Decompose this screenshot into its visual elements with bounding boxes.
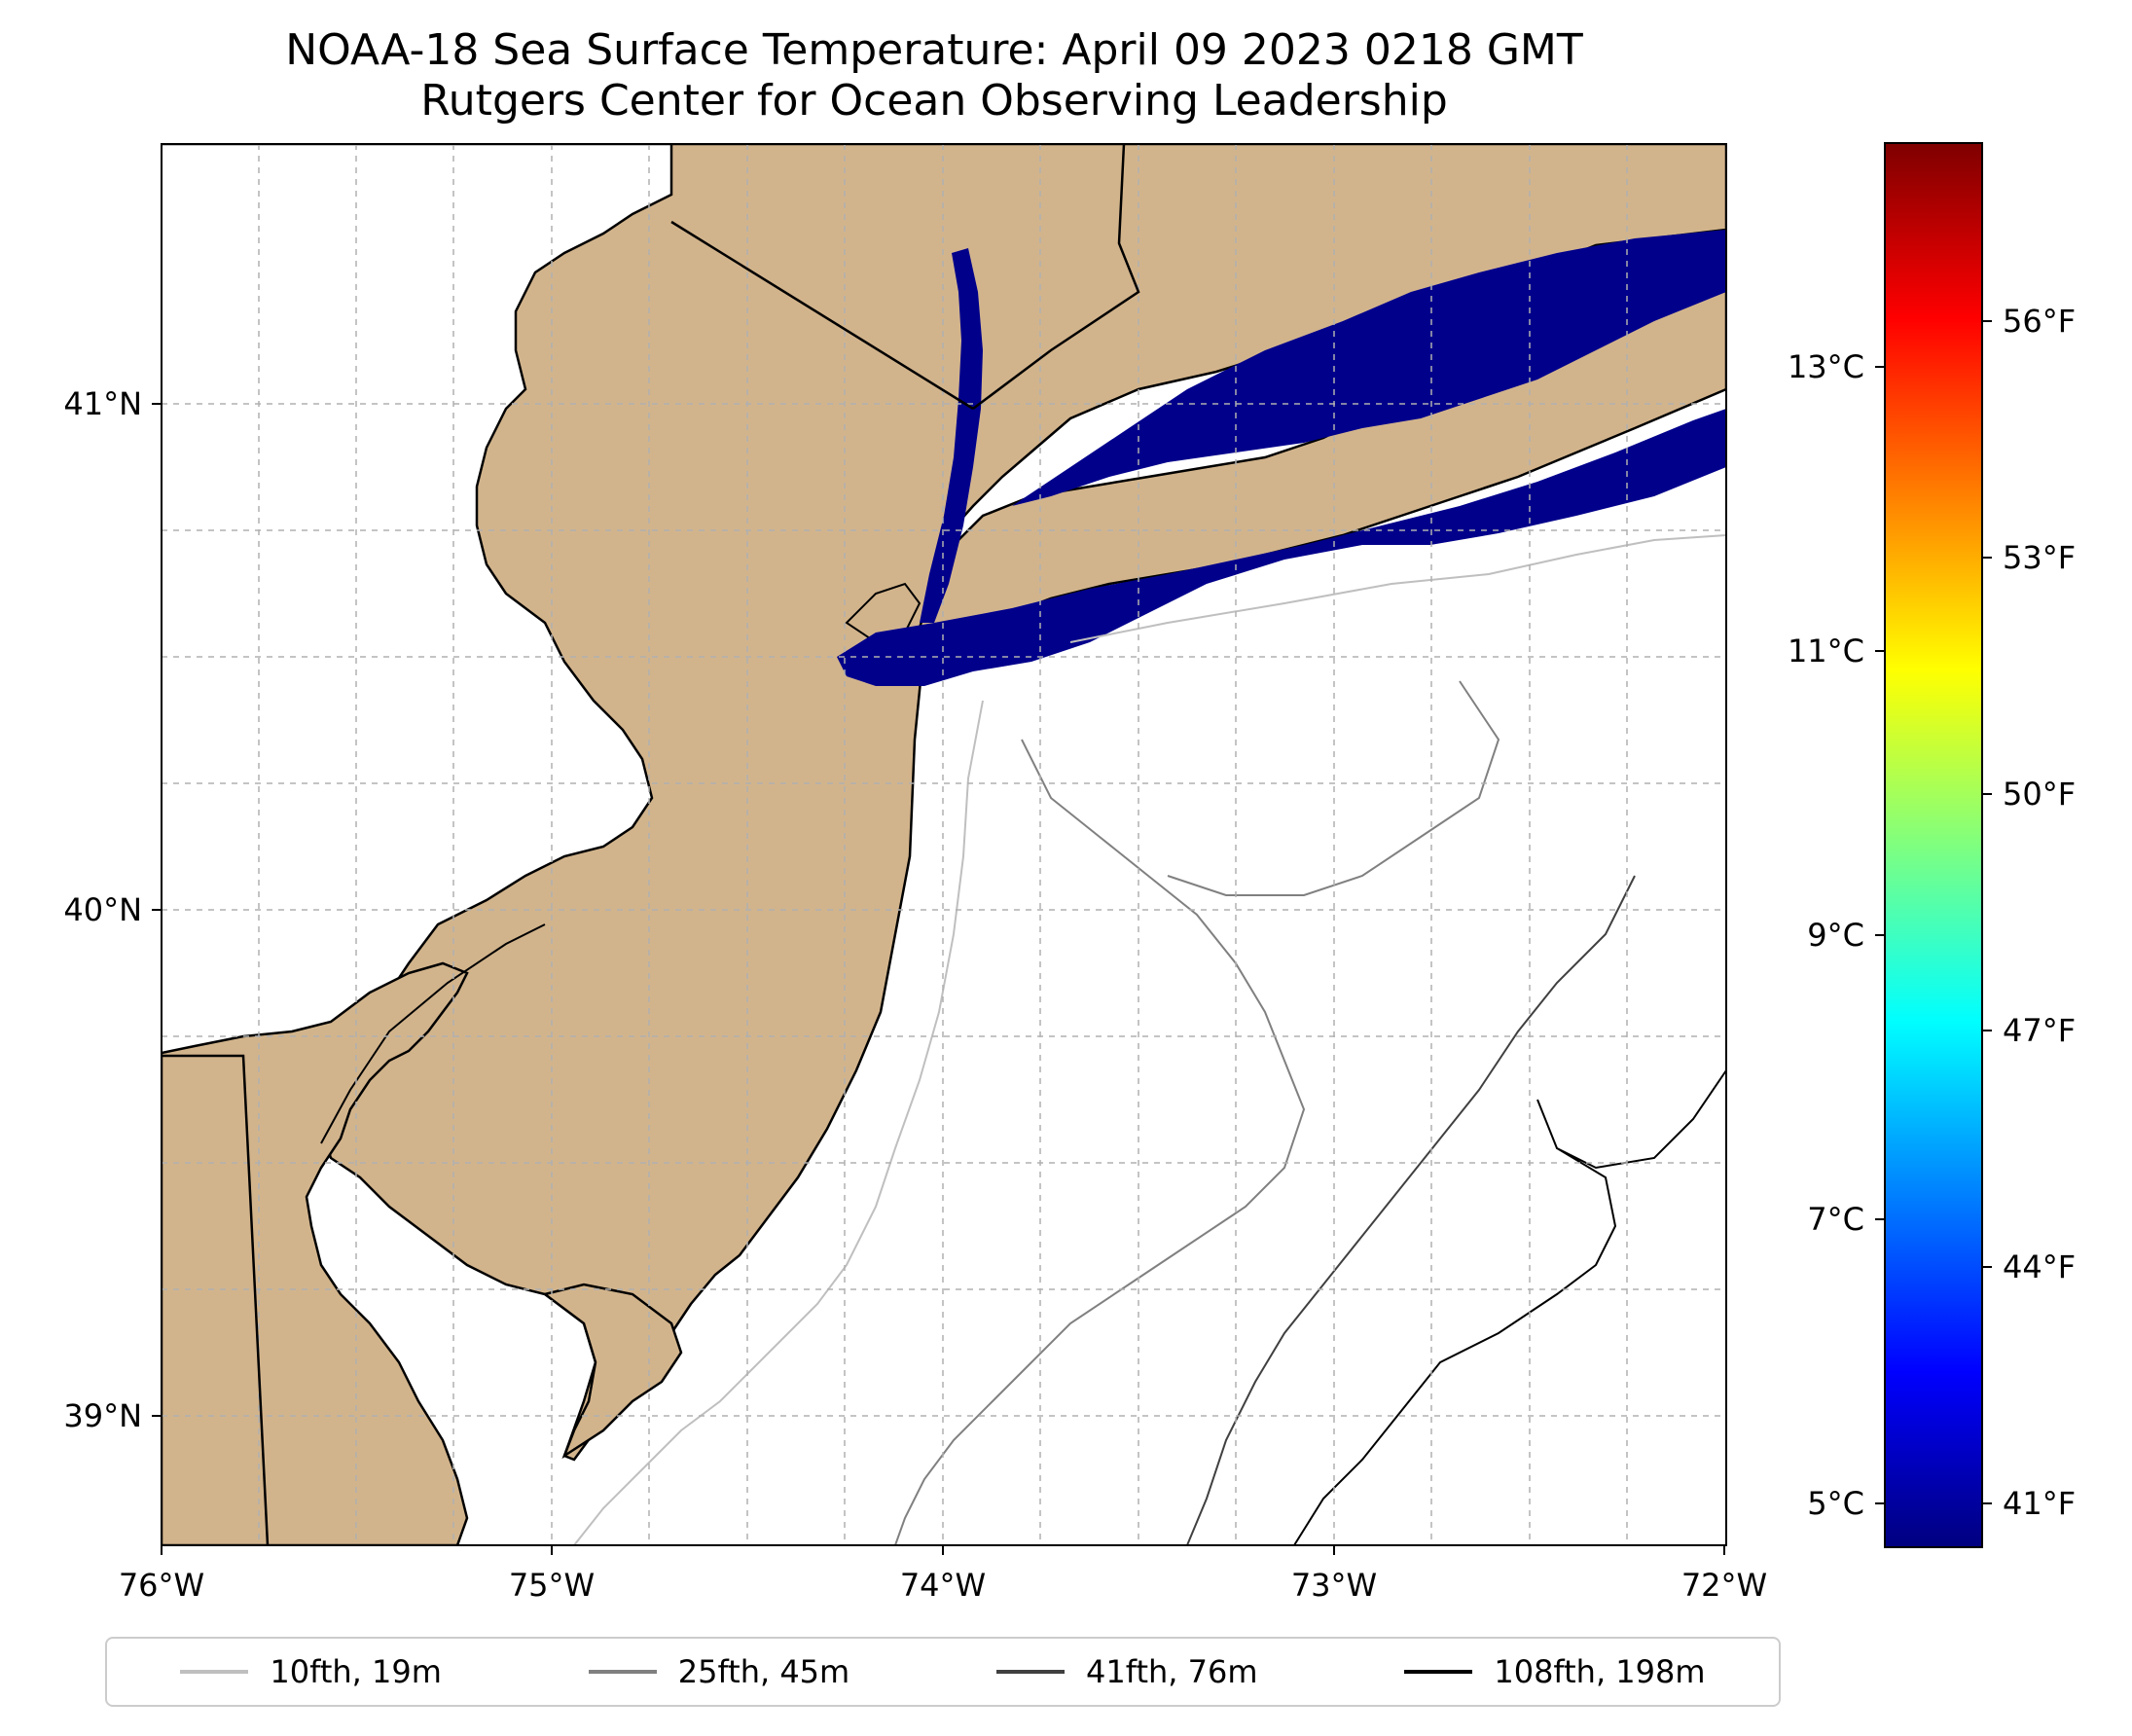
colorbar-f-53: 53°F [2003, 539, 2076, 576]
legend-item-41fth: 41fth, 76m [996, 1653, 1258, 1690]
colorbar-f-41: 41°F [2003, 1485, 2076, 1522]
y-tick-40n: 40°N [63, 891, 142, 928]
legend-label-10fth: 10fth, 19m [270, 1653, 442, 1690]
contour-25fth-b [1167, 680, 1500, 896]
x-tick-74w: 74°W [900, 1567, 986, 1604]
sst-patch-hudson [920, 248, 983, 623]
colorbar-c-9: 9°C [1807, 917, 1864, 954]
legend-item-108fth: 108fth, 198m [1404, 1653, 1706, 1690]
contour-25fth [894, 739, 1306, 1545]
colorbar-c-11: 11°C [1788, 633, 1864, 669]
colorbar-ticks-celsius [1875, 366, 1885, 1504]
x-tick-76w: 76°W [119, 1567, 204, 1604]
legend-swatch-108fth [1404, 1670, 1473, 1674]
legend-item-10fth: 10fth, 19m [180, 1653, 442, 1690]
contour-10fth [573, 700, 984, 1545]
contour-41fth [1186, 875, 1636, 1545]
delaware-river [320, 923, 546, 1144]
y-tick-41n: 41°N [63, 385, 142, 422]
colorbar-c-5: 5°C [1807, 1485, 1864, 1522]
contour-108fth [1293, 1069, 1726, 1545]
y-axis [152, 403, 162, 1417]
colorbar-f-50: 50°F [2003, 776, 2076, 813]
sst-patch-nyc-bight [837, 409, 1726, 686]
legend-label-25fth: 25fth, 45m [677, 1653, 850, 1690]
colorbar [1884, 142, 1983, 1548]
x-axis [161, 1545, 1725, 1555]
colorbar-ticks-fahrenheit [1982, 320, 1992, 1504]
legend-swatch-25fth [588, 1670, 657, 1674]
legend-swatch-41fth [996, 1670, 1066, 1674]
state-borders [162, 144, 1140, 1545]
sst-patch-long-island-sound [1012, 230, 1726, 506]
legend-swatch-10fth [180, 1670, 249, 1674]
legend-item-25fth: 25fth, 45m [588, 1653, 850, 1690]
legend-label-108fth: 108fth, 198m [1494, 1653, 1706, 1690]
x-tick-75w: 75°W [509, 1567, 595, 1604]
graticule [162, 144, 1726, 1545]
contour-legend: 10fth, 19m 25fth, 45m 41fth, 76m 108fth,… [105, 1637, 1781, 1707]
map-title: NOAA-18 Sea Surface Temperature: April 0… [0, 25, 1868, 127]
colorbar-f-44: 44°F [2003, 1248, 2076, 1285]
y-tick-39n: 39°N [63, 1397, 142, 1434]
colorbar-f-47: 47°F [2003, 1012, 2076, 1049]
contour-10fth-b [1069, 534, 1726, 643]
title-line-2: Rutgers Center for Ocean Observing Leade… [420, 76, 1448, 126]
title-line-1: NOAA-18 Sea Surface Temperature: April 0… [285, 25, 1583, 75]
colorbar-f-56: 56°F [2003, 303, 2076, 340]
colorbar-c-7: 7°C [1807, 1201, 1864, 1238]
x-tick-72w: 72°W [1681, 1567, 1767, 1604]
colorbar-c-13: 13°C [1788, 348, 1864, 385]
x-tick-73w: 73°W [1291, 1567, 1377, 1604]
legend-label-41fth: 41fth, 76m [1086, 1653, 1258, 1690]
land-delaware [162, 961, 469, 1545]
